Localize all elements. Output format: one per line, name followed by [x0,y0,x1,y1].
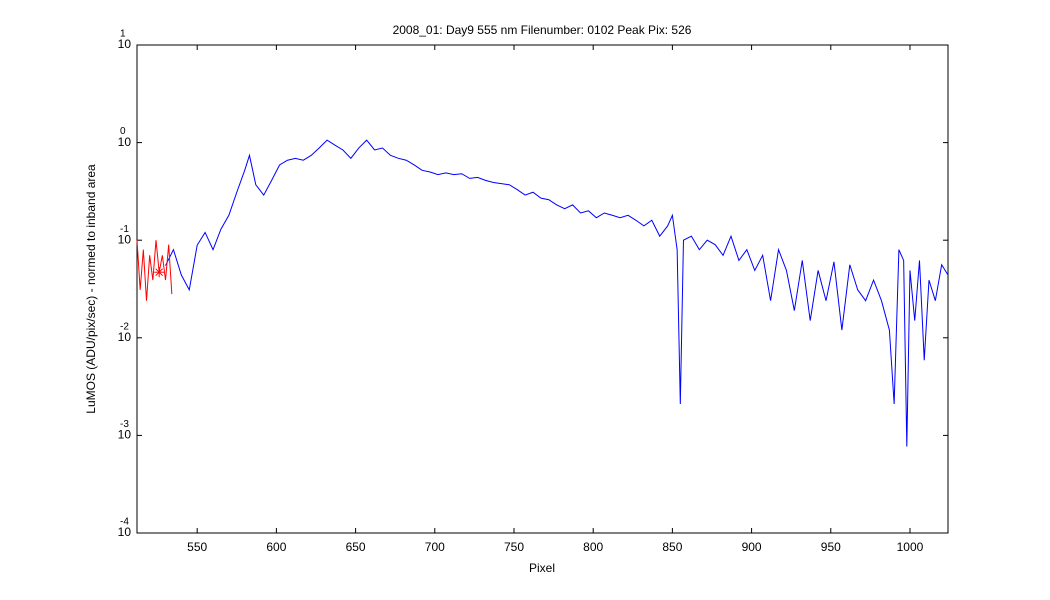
x-tick-label: 700 [425,540,445,554]
x-tick-label: 850 [662,540,682,554]
y-tick-exponent: -4 [120,517,129,528]
series-line [165,139,949,447]
y-tick-exponent: 1 [120,29,126,40]
chart-title: 2008_01: Day9 555 nm Filenumber: 0102 Pe… [393,23,692,37]
x-tick-label: 1000 [897,540,924,554]
x-tick-label: 900 [742,540,762,554]
x-tick-label: 950 [821,540,841,554]
y-tick-exponent: -1 [120,224,129,235]
y-tick-label: 10 [118,330,132,344]
y-tick-label: 10 [118,525,132,539]
x-tick-label: 650 [346,540,366,554]
y-tick-exponent: -3 [120,419,129,430]
x-tick-label: 800 [583,540,603,554]
y-tick-label: 10 [118,135,132,149]
x-tick-label: 750 [504,540,524,554]
x-axis-label: Pixel [529,561,555,575]
y-axis-label: LuMOS (ADU/pix/sec) - normed to inband a… [84,164,98,414]
y-tick-label: 10 [118,232,132,246]
series-line [136,240,173,301]
peak-marker [154,267,165,278]
y-tick-label: 10 [118,428,132,442]
y-tick-exponent: -2 [120,321,129,332]
peak-marker-stroke [155,268,164,277]
x-tick-label: 550 [187,540,207,554]
y-tick-exponent: 0 [120,126,126,137]
x-tick-label: 600 [266,540,286,554]
y-tick-label: 10 [118,37,132,51]
plot-area [136,44,949,534]
